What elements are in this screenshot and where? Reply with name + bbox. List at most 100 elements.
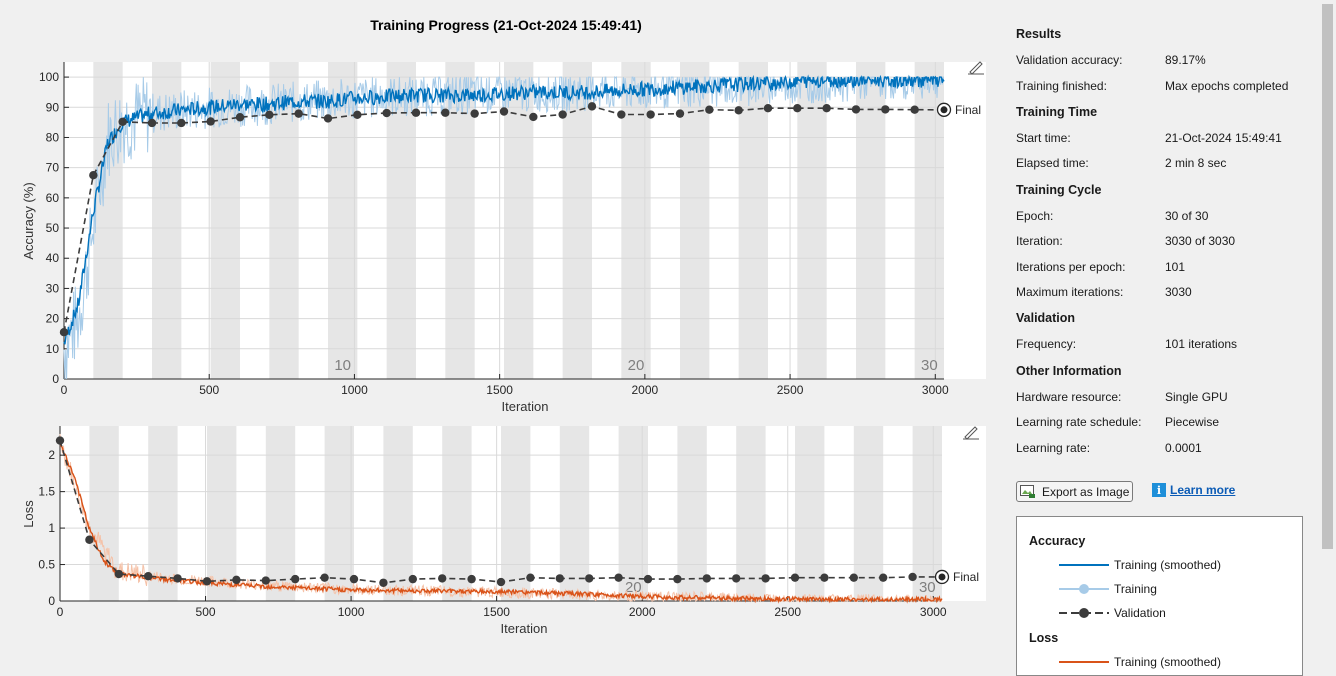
- vertical-scrollbar[interactable]: [1320, 0, 1336, 664]
- y-tick-label: 1: [48, 521, 55, 535]
- validation-point: [587, 102, 597, 111]
- validation-point: [438, 574, 447, 583]
- export-as-image-button[interactable]: Export as Image: [1016, 481, 1133, 502]
- x-tick-label: 2500: [777, 383, 804, 397]
- y-tick-label: 0: [48, 594, 55, 608]
- epoch-band: [386, 62, 416, 379]
- validation-point: [820, 573, 829, 582]
- validation-point: [59, 328, 69, 337]
- info-key: Iteration:: [1016, 234, 1063, 248]
- chart-title: Training Progress (21-Oct-2024 15:49:41): [370, 17, 642, 33]
- scrollbar-thumb[interactable]: [1322, 4, 1333, 549]
- validation-point: [879, 573, 888, 582]
- export-button-label: Export as Image: [1042, 484, 1130, 499]
- epoch-band: [797, 62, 827, 379]
- validation-point: [643, 574, 653, 584]
- legend-box: Accuracy Training (smoothed) Training Va…: [1016, 516, 1303, 676]
- validation-point: [705, 105, 714, 114]
- epoch-band: [795, 426, 825, 601]
- x-tick-label: 3000: [920, 605, 947, 619]
- validation-point: [177, 118, 186, 128]
- validation-point: [467, 574, 476, 584]
- epoch-band: [442, 426, 472, 601]
- accuracy-ylabel: Accuracy (%): [21, 182, 36, 259]
- legend-swatch-training: [1059, 584, 1109, 594]
- validation-point: [849, 573, 858, 582]
- info-value: 0.0001: [1165, 441, 1202, 455]
- validation-point: [265, 110, 274, 120]
- final-marker-dot: [940, 106, 948, 114]
- validation-point: [118, 117, 127, 126]
- final-label: Final: [955, 103, 981, 117]
- validation-point: [235, 113, 245, 122]
- epoch-band: [445, 62, 475, 379]
- validation-point: [291, 574, 300, 584]
- loss-edit-icon[interactable]: [963, 426, 979, 440]
- validation-point: [585, 574, 594, 583]
- info-key: Elapsed time:: [1016, 156, 1089, 170]
- validation-point: [408, 574, 417, 584]
- info-key: Start time:: [1016, 131, 1071, 145]
- validation-point: [323, 114, 333, 123]
- validation-point: [349, 574, 359, 584]
- y-tick-label: 1.5: [38, 485, 55, 499]
- y-tick-label: 0.5: [38, 558, 55, 572]
- other-information-heading: Other Information: [1016, 364, 1122, 378]
- validation-point: [496, 577, 506, 587]
- accuracy-xlabel: Iteration: [502, 399, 549, 414]
- info-value: 21-Oct-2024 15:49:41: [1165, 131, 1282, 145]
- x-tick-label: 2500: [774, 605, 801, 619]
- info-value: Max epochs completed: [1165, 79, 1289, 93]
- legend-item: Training: [1114, 582, 1157, 596]
- info-key: Learning rate:: [1016, 441, 1091, 455]
- training-cycle-heading: Training Cycle: [1016, 183, 1102, 197]
- validation-point: [881, 105, 890, 114]
- legend-loss-heading: Loss: [1029, 631, 1059, 645]
- validation-point: [382, 108, 391, 118]
- x-tick-label: 2000: [629, 605, 656, 619]
- info-key: Iterations per epoch:: [1016, 260, 1126, 274]
- epoch-band: [738, 62, 768, 379]
- info-value: 89.17%: [1165, 53, 1206, 67]
- validation-point: [763, 103, 773, 113]
- validation-point: [617, 110, 626, 119]
- accuracy-edit-icon[interactable]: [968, 61, 984, 75]
- epoch-label: 10: [334, 357, 351, 374]
- training-charts: Training Progress (21-Oct-2024 15:49:41)…: [21, 17, 986, 636]
- x-tick-label: 1500: [483, 605, 510, 619]
- validation-point: [646, 110, 655, 119]
- epoch-band: [559, 426, 590, 601]
- y-tick-label: 60: [46, 191, 60, 205]
- validation-point: [555, 574, 564, 583]
- validation-point: [202, 577, 212, 586]
- x-tick-label: 500: [196, 605, 216, 619]
- validation-point: [144, 572, 153, 581]
- validation-point: [470, 109, 479, 118]
- info-key: Learning rate schedule:: [1016, 415, 1142, 429]
- validation-point: [675, 109, 685, 118]
- epoch-band: [680, 62, 710, 379]
- validation-point: [908, 572, 917, 582]
- validation-point: [411, 108, 421, 117]
- epoch-band: [265, 426, 296, 601]
- info-key: Epoch:: [1016, 209, 1054, 223]
- learn-more-link[interactable]: Learn more: [1170, 483, 1236, 497]
- x-tick-label: 1000: [341, 383, 368, 397]
- validation-point: [499, 107, 509, 116]
- y-tick-label: 100: [39, 70, 59, 84]
- export-image-icon: [1020, 484, 1035, 498]
- validation-point: [55, 436, 65, 445]
- y-tick-label: 0: [52, 372, 59, 386]
- y-tick-label: 40: [46, 251, 60, 265]
- info-value: 3030 of 3030: [1165, 234, 1236, 248]
- epoch-band: [207, 426, 237, 601]
- validation-heading: Validation: [1016, 311, 1076, 325]
- info-key: Hardware resource:: [1016, 390, 1122, 404]
- epoch-band: [328, 62, 358, 379]
- validation-point: [910, 105, 919, 114]
- loss-xlabel: Iteration: [501, 621, 548, 636]
- epoch-band: [504, 62, 534, 379]
- epoch-band: [501, 426, 531, 601]
- epoch-band: [853, 426, 884, 601]
